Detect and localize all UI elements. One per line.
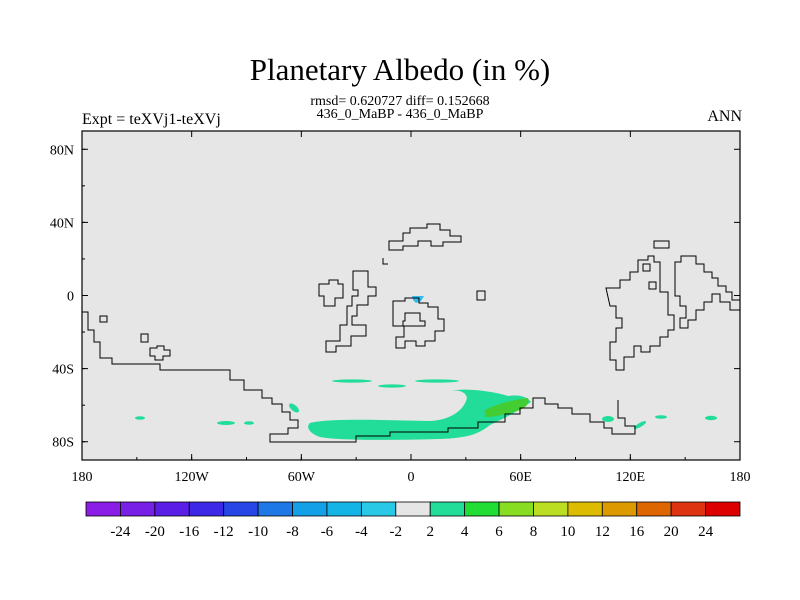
coastline-island-3 — [149, 345, 171, 361]
colorbar-swatch — [429, 501, 466, 517]
colorbar-label: 6 — [495, 524, 503, 540]
colorbar-label: -12 — [214, 524, 234, 540]
colorbar-swatch — [533, 501, 569, 517]
coastline-antarctic-main — [82, 311, 636, 443]
coastline-land-west — [318, 279, 344, 307]
positive-patch-5 — [135, 416, 145, 420]
coastline-land-far-east — [674, 255, 741, 329]
antarctic-positive-band — [308, 389, 531, 440]
anomaly-field — [135, 296, 717, 440]
positive-patch-3 — [415, 379, 459, 383]
coastline-island-2 — [140, 333, 149, 343]
experiment-label: Expt = teXVj1-teXVj — [82, 111, 221, 128]
colorbar-swatch — [257, 501, 293, 517]
coastlines — [82, 223, 741, 443]
x-tick-label: 180 — [72, 470, 93, 485]
positive-patch-6 — [217, 421, 235, 425]
colorbar-label: -6 — [321, 524, 334, 540]
x-tick-label: 120E — [616, 470, 646, 485]
x-tick-label: 180 — [730, 470, 751, 485]
colorbar: -24 -20 -16 -12 -10 -8 -6 -4 -2 2 4 6 8 10 12 16 20 24 — [85, 501, 741, 540]
y-tick-label: 40N — [50, 216, 74, 231]
case-line: 436_0_MaBP - 436_0_MaBP — [316, 107, 484, 122]
colorbar-swatch — [601, 501, 638, 517]
colorbar-label: -2 — [390, 524, 403, 540]
colorbar-label: -20 — [145, 524, 165, 540]
colorbar-label: -16 — [179, 524, 199, 540]
x-tick-label: 120W — [175, 470, 210, 485]
coastline-inner-bay — [402, 312, 426, 327]
colorbar-swatch — [636, 501, 672, 517]
positive-patch-4 — [289, 403, 299, 413]
colorbar-swatch — [154, 501, 190, 517]
coastline-island-4 — [476, 290, 486, 301]
colorbar-label: 16 — [629, 524, 645, 540]
colorbar-label: 10 — [560, 524, 575, 540]
coastline-land-north — [388, 223, 462, 251]
colorbar-swatch — [223, 501, 259, 517]
colorbar-swatch — [120, 501, 156, 517]
coastline-land-east — [605, 255, 675, 371]
y-tick-label: 0 — [67, 290, 74, 305]
map-axes: 180 120W 60W 0 60E 120E 180 80N 40N 0 40S 80S — [50, 131, 751, 485]
coastline-small-1 — [382, 258, 388, 265]
colorbar-label: -24 — [110, 524, 130, 540]
coastline-island-6 — [648, 281, 657, 290]
colorbar-swatch — [705, 501, 741, 517]
colorbar-label: 12 — [595, 524, 610, 540]
positive-patch-11 — [705, 415, 717, 421]
colorbar-swatch — [567, 501, 603, 517]
positive-patch-9 — [633, 421, 647, 429]
colorbar-swatch — [188, 501, 225, 517]
colorbar-swatch — [670, 501, 706, 517]
colorbar-swatch — [326, 501, 362, 517]
colorbar-label: 20 — [664, 524, 679, 540]
x-tick-label: 60W — [288, 470, 316, 485]
colorbar-label: -10 — [248, 524, 268, 540]
colorbar-swatch — [464, 501, 500, 517]
antarctic-positive-core — [484, 398, 529, 417]
colorbar-label: -4 — [355, 524, 368, 540]
y-tick-label: 80N — [50, 143, 74, 158]
stats-line: rmsd= 0.620727 diff= 0.152668 — [310, 94, 490, 109]
colorbar-swatch — [498, 501, 534, 517]
coastline-island-5 — [642, 263, 651, 272]
x-tick-label: 60E — [509, 470, 532, 485]
positive-patch-1 — [332, 379, 372, 383]
colorbar-swatch — [292, 501, 328, 517]
map-background — [82, 131, 740, 460]
colorbar-swatch — [360, 501, 397, 517]
positive-patch-7 — [244, 421, 254, 425]
colorbar-label: -8 — [286, 524, 299, 540]
x-tick-label: 0 — [408, 470, 415, 485]
y-tick-label: 40S — [52, 363, 74, 378]
colorbar-swatch — [395, 501, 431, 517]
season-label: ANN — [707, 108, 742, 125]
coastline-land-africa — [392, 297, 445, 349]
colorbar-swatch — [85, 501, 121, 517]
positive-patch-2 — [378, 384, 406, 388]
colorbar-label: 8 — [530, 524, 538, 540]
coastline-island-1 — [99, 315, 108, 323]
colorbar-label: 24 — [698, 524, 714, 540]
positive-patch-8 — [602, 416, 614, 422]
colorbar-label: 2 — [426, 524, 434, 540]
coastline-island-7 — [653, 240, 670, 249]
plot-title: Planetary Albedo (in %) — [249, 52, 551, 87]
y-tick-label: 80S — [52, 436, 74, 451]
coastline-land-central — [325, 270, 377, 353]
positive-patch-10 — [655, 415, 667, 419]
colorbar-label: 4 — [461, 524, 469, 540]
